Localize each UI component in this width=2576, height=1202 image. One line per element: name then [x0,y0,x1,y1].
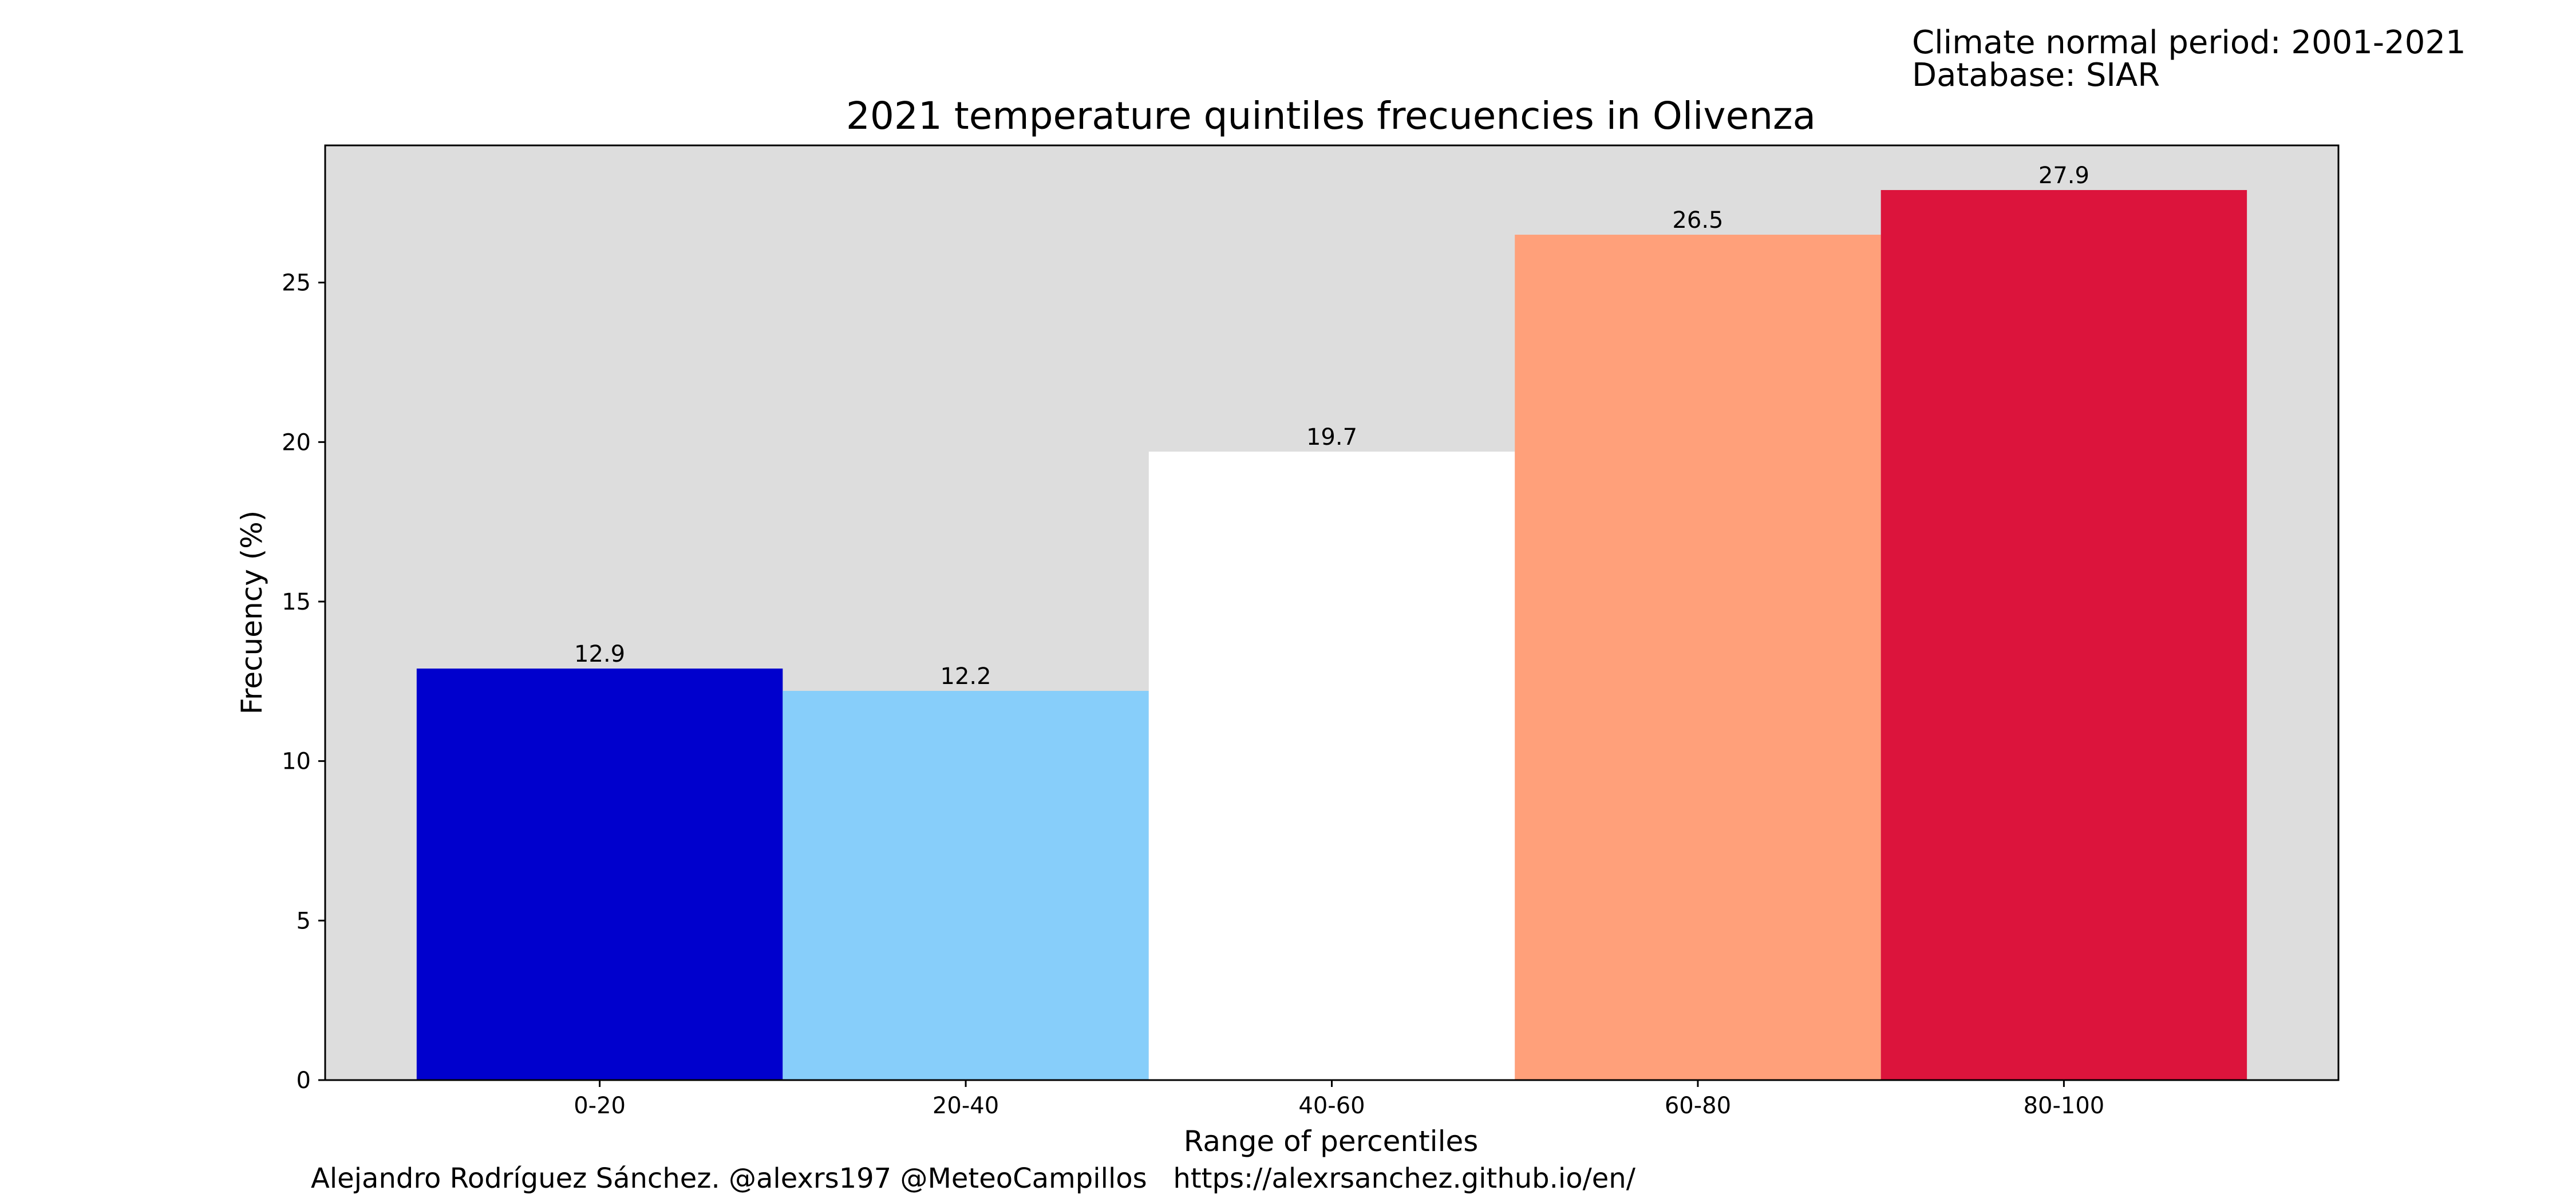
bar-value-label: 26.5 [1672,207,1723,234]
bar-value-label: 12.9 [574,641,625,667]
chart-title: 2021 temperature quintiles frecuencies i… [846,94,1816,138]
footer-credit: Alejandro Rodríguez Sánchez. @alexrs197 … [311,1163,1636,1195]
x-tick-label: 40-60 [1298,1093,1365,1119]
y-axis: 0 5 10 15 20 25 [282,270,325,1094]
bars [416,190,2247,1081]
bar-20-40 [783,691,1149,1080]
y-axis-label: Frecuency (%) [235,511,268,714]
bar-value-label: 12.2 [941,663,991,690]
bar-0-20 [416,669,783,1080]
y-tick-label: 5 [297,908,311,934]
bar-40-60 [1148,452,1515,1080]
bar-80-100 [1880,190,2247,1080]
bar-60-80 [1515,235,1881,1081]
y-tick-label: 20 [282,429,311,456]
info-database: Database: SIAR [1912,57,2160,94]
y-tick-label: 10 [282,749,311,775]
y-tick-label: 0 [297,1067,311,1094]
x-tick-label: 80-100 [2024,1093,2105,1119]
x-axis: 0-20 20-40 40-60 60-80 80-100 [574,1080,2104,1119]
x-tick-label: 20-40 [933,1093,999,1119]
y-tick-label: 15 [282,589,311,615]
info-climate-period: Climate normal period: 2001-2021 [1912,24,2466,61]
y-tick-label: 25 [282,270,311,296]
bar-value-labels: 12.9 12.2 19.7 26.5 27.9 [574,163,2089,690]
x-tick-label: 60-80 [1665,1093,1731,1119]
x-axis-label: Range of percentiles [1184,1125,1479,1158]
x-tick-label: 0-20 [574,1093,626,1119]
bar-value-label: 27.9 [2038,163,2089,189]
bar-value-label: 19.7 [1306,424,1357,450]
